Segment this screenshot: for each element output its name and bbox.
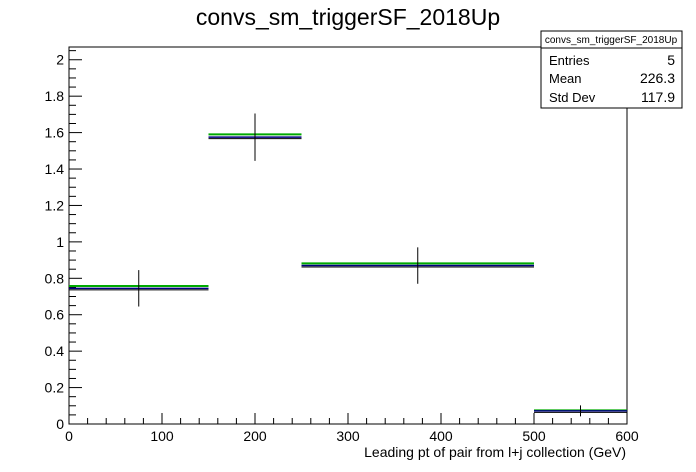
y-axis: 0 0.2 0.4 0.6 0.8 1 1.2 1.4 1.6 1.8 2 bbox=[45, 50, 82, 432]
chart-title: convs_sm_triggerSF_2018Up bbox=[196, 4, 500, 30]
histogram-bins bbox=[69, 113, 627, 417]
y-tick-label: 1 bbox=[56, 234, 64, 250]
x-axis-label: Leading pt of pair from l+j collection (… bbox=[364, 444, 626, 460]
x-axis: 0 100 200 300 400 500 600 bbox=[65, 413, 639, 444]
x-tick-label: 500 bbox=[522, 428, 546, 444]
x-tick-label: 400 bbox=[429, 428, 453, 444]
y-tick-label: 0.4 bbox=[45, 343, 65, 359]
x-tick-label: 300 bbox=[336, 428, 360, 444]
stats-box-header: convs_sm_triggerSF_2018Up bbox=[545, 35, 678, 46]
y-tick-label: 1.4 bbox=[45, 161, 65, 177]
y-tick-label: 0.6 bbox=[45, 307, 65, 323]
stats-entries-value: 5 bbox=[667, 52, 675, 68]
x-tick-label: 200 bbox=[243, 428, 267, 444]
x-tick-label: 0 bbox=[65, 428, 73, 444]
stats-stddev-value: 117.9 bbox=[641, 89, 675, 105]
y-tick-label: 0.2 bbox=[45, 380, 65, 396]
y-tick-label: 0.8 bbox=[45, 270, 65, 286]
y-tick-label: 0 bbox=[56, 416, 64, 432]
stats-mean-value: 226.3 bbox=[640, 70, 675, 86]
stats-box: convs_sm_triggerSF_2018Up Entries 5 Mean… bbox=[540, 30, 683, 109]
y-tick-label: 1.8 bbox=[45, 88, 65, 104]
x-tick-label: 100 bbox=[150, 428, 174, 444]
y-tick-label: 1.2 bbox=[45, 197, 65, 213]
y-tick-label: 2 bbox=[56, 52, 64, 68]
x-tick-label: 600 bbox=[615, 428, 639, 444]
y-tick-label: 1.6 bbox=[45, 125, 65, 141]
stats-stddev-label: Std Dev bbox=[549, 90, 596, 105]
stats-entries-label: Entries bbox=[549, 53, 590, 68]
stats-mean-label: Mean bbox=[549, 71, 582, 86]
